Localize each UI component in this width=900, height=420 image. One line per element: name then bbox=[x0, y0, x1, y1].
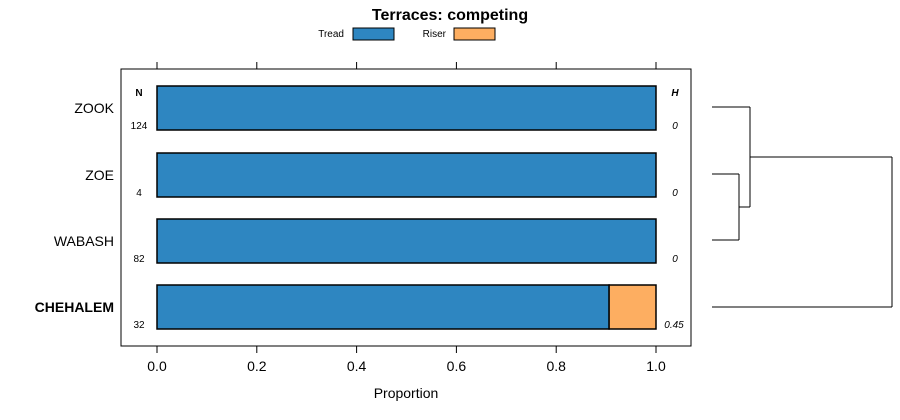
h-value-1: 0 bbox=[672, 188, 678, 199]
plot-frame bbox=[120, 68, 692, 347]
legend-swatch-riser bbox=[453, 27, 496, 41]
bars bbox=[156, 85, 657, 330]
n-value-0: 124 bbox=[131, 121, 148, 132]
x-axis-title: Proportion bbox=[374, 385, 439, 401]
n-column-header: N bbox=[135, 88, 142, 99]
tick-label-4: 0.8 bbox=[546, 358, 566, 374]
tick-label-2: 0.4 bbox=[347, 358, 367, 374]
h-value-3: 0.45 bbox=[664, 320, 684, 331]
n-value-3: 32 bbox=[133, 320, 145, 331]
legend-label-riser: Riser bbox=[423, 29, 447, 40]
category-labels: ZOOK ZOE WABASH CHEHALEM bbox=[35, 100, 115, 315]
dendrogram bbox=[712, 106, 893, 308]
h-value-2: 0 bbox=[672, 254, 678, 265]
chart-title: Terraces: competing bbox=[372, 7, 528, 24]
n-value-1: 4 bbox=[136, 188, 142, 199]
tick-label-1: 0.2 bbox=[247, 358, 267, 374]
category-label-wabash: WABASH bbox=[54, 233, 114, 249]
legend-label-tread: Tread bbox=[318, 29, 344, 40]
bar-chehalem-riser bbox=[608, 284, 657, 330]
category-label-zook: ZOOK bbox=[74, 100, 114, 116]
bar-chehalem-tread bbox=[156, 284, 610, 330]
bar-zook-tread bbox=[156, 85, 657, 131]
legend-swatch-tread bbox=[352, 27, 395, 41]
bottom-axis-ticks bbox=[156, 346, 657, 353]
legend: Tread Riser bbox=[318, 27, 496, 41]
n-value-2: 82 bbox=[133, 254, 145, 265]
h-values: 0 0 0 0.45 bbox=[664, 121, 684, 331]
category-label-chehalem: CHEHALEM bbox=[35, 299, 114, 315]
n-values: 124 4 82 32 bbox=[131, 121, 148, 331]
bar-zoe-tread bbox=[156, 152, 657, 198]
tick-label-0: 0.0 bbox=[147, 358, 167, 374]
tick-label-5: 1.0 bbox=[646, 358, 666, 374]
top-axis-ticks bbox=[156, 62, 657, 69]
h-value-0: 0 bbox=[672, 121, 678, 132]
category-label-zoe: ZOE bbox=[85, 167, 114, 183]
x-tick-labels: 0.0 0.2 0.4 0.6 0.8 1.0 bbox=[147, 358, 666, 374]
bar-wabash-tread bbox=[156, 218, 657, 264]
h-column-header: H bbox=[671, 88, 679, 99]
tick-label-3: 0.6 bbox=[447, 358, 467, 374]
